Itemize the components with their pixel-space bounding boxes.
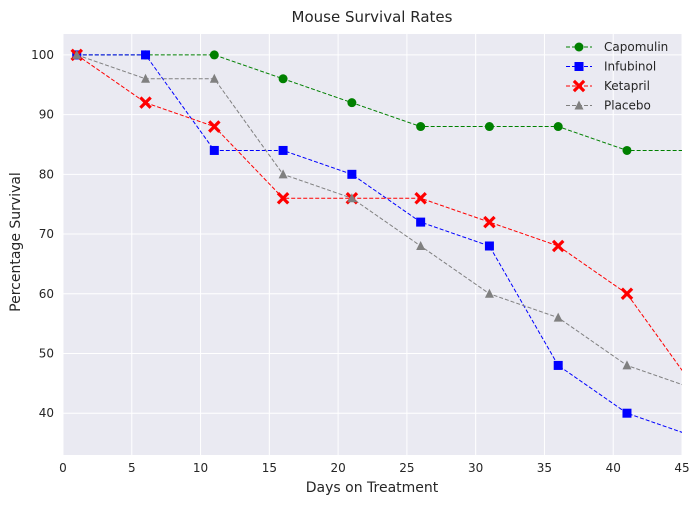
data-point-capomulin — [484, 122, 494, 132]
x-tick-label: 10 — [193, 461, 208, 475]
data-point-infubinol — [553, 360, 563, 370]
data-point-placebo — [484, 288, 494, 298]
y-tick-label: 100 — [31, 48, 54, 62]
legend-label-infubinol: Infubinol — [604, 60, 656, 74]
data-point-capomulin — [278, 74, 288, 84]
data-point-placebo — [347, 193, 357, 203]
series-layer — [70, 48, 682, 433]
data-point-infubinol — [622, 408, 632, 418]
legend-label-ketapril: Ketapril — [604, 79, 650, 93]
y-tick-label: 40 — [39, 406, 54, 420]
y-tick-label: 70 — [39, 227, 54, 241]
data-point-infubinol — [484, 241, 494, 251]
x-tick-label: 30 — [468, 461, 483, 475]
data-point-capomulin — [553, 122, 563, 132]
x-tick-labels: 0 5 10 15 20 25 30 35 40 45 — [59, 461, 689, 475]
data-point-placebo — [72, 49, 82, 59]
x-tick-label: 45 — [674, 461, 689, 475]
data-point-capomulin — [209, 50, 219, 60]
y-axis-label: Percentage Survival — [8, 172, 24, 312]
x-tick-label: 25 — [399, 461, 414, 475]
x-tick-label: 35 — [537, 461, 552, 475]
x-axis-label: Days on Treatment — [306, 480, 439, 496]
y-tick-labels: 40 50 60 70 80 90 100 — [31, 48, 54, 420]
legend-marker-placebo — [574, 100, 584, 110]
data-point-infubinol — [141, 50, 151, 60]
series-line-infubinol — [76, 54, 682, 433]
legend-label-placebo: Placebo — [604, 99, 651, 113]
series-line-capomulin — [76, 54, 682, 151]
x-tick-label: 0 — [59, 461, 67, 475]
y-tick-label: 50 — [39, 346, 54, 360]
data-point-ketapril — [276, 191, 290, 205]
chart-title: Mouse Survival Rates — [292, 8, 453, 26]
data-point-placebo — [622, 360, 632, 370]
data-point-ketapril — [551, 239, 565, 253]
data-point-ketapril — [208, 120, 221, 133]
data-point-infubinol — [278, 145, 288, 155]
data-point-infubinol — [209, 145, 219, 155]
data-point-placebo — [141, 73, 151, 83]
legend-marker-capomulin — [574, 42, 584, 52]
y-tick-label: 80 — [39, 167, 54, 181]
data-point-placebo — [209, 73, 219, 83]
y-tick-label: 60 — [39, 287, 54, 301]
legend: Capomulin Infubinol Ketapril Placebo — [566, 40, 668, 113]
data-point-capomulin — [622, 145, 632, 155]
legend-item-infubinol: Infubinol — [566, 60, 656, 74]
x-tick-label: 40 — [606, 461, 621, 475]
x-tick-label: 20 — [330, 461, 345, 475]
data-point-placebo — [278, 169, 288, 179]
data-point-placebo — [416, 240, 426, 250]
data-point-ketapril — [414, 191, 427, 205]
y-tick-label: 90 — [39, 108, 54, 122]
plot-area — [63, 34, 682, 455]
series-infubinol — [72, 50, 682, 433]
data-point-capomulin — [416, 122, 426, 132]
legend-item-ketapril: Ketapril — [566, 79, 650, 93]
series-placebo — [72, 49, 682, 386]
data-point-placebo — [553, 312, 563, 322]
legend-label-capomulin: Capomulin — [604, 40, 668, 54]
data-point-ketapril — [139, 96, 152, 109]
legend-item-placebo: Placebo — [566, 99, 651, 113]
x-tick-label: 5 — [128, 461, 136, 475]
data-point-capomulin — [347, 98, 357, 108]
series-line-ketapril — [76, 54, 682, 372]
x-tick-label: 15 — [262, 461, 277, 475]
data-point-ketapril — [620, 287, 634, 301]
series-line-placebo — [76, 54, 682, 386]
legend-item-capomulin: Capomulin — [566, 40, 668, 54]
data-point-infubinol — [416, 217, 426, 227]
data-point-ketapril — [483, 215, 496, 229]
legend-marker-infubinol — [574, 62, 584, 71]
data-point-infubinol — [347, 169, 357, 179]
legend-marker-ketapril — [572, 79, 586, 93]
gridlines — [62, 34, 683, 455]
